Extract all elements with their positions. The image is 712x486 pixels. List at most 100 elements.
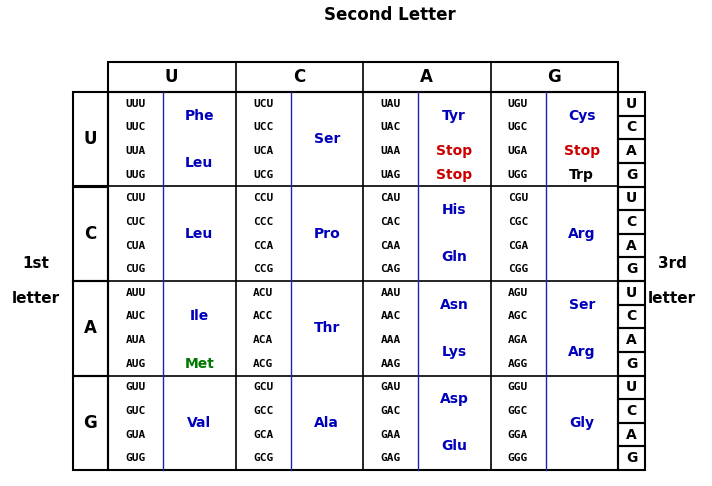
Text: AAC: AAC	[380, 312, 401, 321]
Text: ACG: ACG	[253, 359, 273, 369]
Text: UAG: UAG	[380, 170, 401, 180]
Text: ACA: ACA	[253, 335, 273, 345]
Text: Gly: Gly	[570, 416, 595, 430]
Text: Ile: Ile	[189, 310, 209, 324]
Text: UUC: UUC	[125, 122, 146, 133]
Text: AAA: AAA	[380, 335, 401, 345]
Text: Trp: Trp	[570, 168, 595, 182]
Text: Arg: Arg	[568, 227, 595, 241]
Text: GCA: GCA	[253, 430, 273, 439]
Bar	[73, 281, 108, 376]
Text: AUA: AUA	[125, 335, 146, 345]
Bar	[73, 92, 108, 187]
Text: 3rd

letter: 3rd letter	[648, 256, 696, 306]
Text: Stop: Stop	[436, 168, 472, 182]
Text: CCA: CCA	[253, 241, 273, 251]
Text: Lys: Lys	[441, 345, 467, 359]
Text: GAA: GAA	[380, 430, 401, 439]
Bar	[618, 210, 645, 234]
Text: U: U	[626, 191, 637, 205]
Text: Glu: Glu	[441, 439, 467, 453]
Text: AUC: AUC	[125, 312, 146, 321]
Text: 1st

letter: 1st letter	[12, 256, 60, 306]
Text: Thr: Thr	[313, 321, 340, 335]
Bar	[618, 116, 645, 139]
Bar	[73, 187, 108, 281]
Text: Ser: Ser	[313, 132, 340, 146]
Text: U: U	[626, 286, 637, 300]
Text: Stop: Stop	[436, 144, 472, 158]
Bar	[618, 352, 645, 376]
Text: C: C	[293, 68, 305, 86]
Text: A: A	[626, 144, 637, 158]
Text: CGC: CGC	[508, 217, 528, 227]
Text: UCA: UCA	[253, 146, 273, 156]
Text: GCC: GCC	[253, 406, 273, 416]
Text: Val: Val	[187, 416, 211, 430]
Text: G: G	[626, 168, 637, 182]
Bar	[618, 163, 645, 187]
Text: CUA: CUA	[125, 241, 146, 251]
Text: U: U	[626, 381, 637, 394]
Text: C: C	[627, 121, 637, 135]
Text: UCG: UCG	[253, 170, 273, 180]
Text: UUU: UUU	[125, 99, 146, 109]
Bar	[618, 328, 645, 352]
Text: G: G	[626, 357, 637, 371]
Text: CGU: CGU	[508, 193, 528, 203]
Text: U: U	[84, 130, 98, 148]
Text: CUU: CUU	[125, 193, 146, 203]
Text: AAG: AAG	[380, 359, 401, 369]
Text: GAU: GAU	[380, 382, 401, 392]
Text: A: A	[420, 68, 433, 86]
Text: Cys: Cys	[568, 109, 595, 122]
Text: GGG: GGG	[508, 453, 528, 463]
Text: UGA: UGA	[508, 146, 528, 156]
Text: GGA: GGA	[508, 430, 528, 439]
Text: C: C	[627, 310, 637, 324]
Text: UCC: UCC	[253, 122, 273, 133]
Text: G: G	[83, 414, 98, 432]
Text: G: G	[626, 262, 637, 276]
Text: UAC: UAC	[380, 122, 401, 133]
Text: AGU: AGU	[508, 288, 528, 298]
Bar	[618, 92, 645, 116]
Text: ACC: ACC	[253, 312, 273, 321]
Text: Met: Met	[184, 357, 214, 371]
Text: C: C	[627, 404, 637, 418]
Bar	[618, 376, 645, 399]
Text: Leu: Leu	[185, 156, 214, 170]
Text: Second Letter: Second Letter	[324, 6, 456, 24]
Text: AUG: AUG	[125, 359, 146, 369]
Text: GUU: GUU	[125, 382, 146, 392]
Text: CAU: CAU	[380, 193, 401, 203]
Bar	[618, 187, 645, 210]
Text: Asp: Asp	[440, 392, 468, 406]
Text: Stop: Stop	[564, 144, 600, 158]
Text: UGC: UGC	[508, 122, 528, 133]
Text: Ser: Ser	[569, 297, 595, 312]
Text: ACU: ACU	[253, 288, 273, 298]
Text: A: A	[626, 333, 637, 347]
Bar	[618, 139, 645, 163]
Text: Leu: Leu	[185, 227, 214, 241]
Bar	[108, 92, 618, 470]
Text: A: A	[84, 319, 97, 337]
Text: CAA: CAA	[380, 241, 401, 251]
Text: Asn: Asn	[440, 297, 468, 312]
Text: Ala: Ala	[314, 416, 339, 430]
Bar	[618, 234, 645, 258]
Text: AGG: AGG	[508, 359, 528, 369]
Text: CGA: CGA	[508, 241, 528, 251]
Bar	[618, 446, 645, 470]
Text: CCG: CCG	[253, 264, 273, 274]
Text: CUG: CUG	[125, 264, 146, 274]
Text: UUA: UUA	[125, 146, 146, 156]
Text: UGU: UGU	[508, 99, 528, 109]
Bar	[73, 376, 108, 470]
Text: CCC: CCC	[253, 217, 273, 227]
Text: UUG: UUG	[125, 170, 146, 180]
Text: U: U	[165, 68, 179, 86]
Text: G: G	[548, 68, 561, 86]
Text: UAU: UAU	[380, 99, 401, 109]
